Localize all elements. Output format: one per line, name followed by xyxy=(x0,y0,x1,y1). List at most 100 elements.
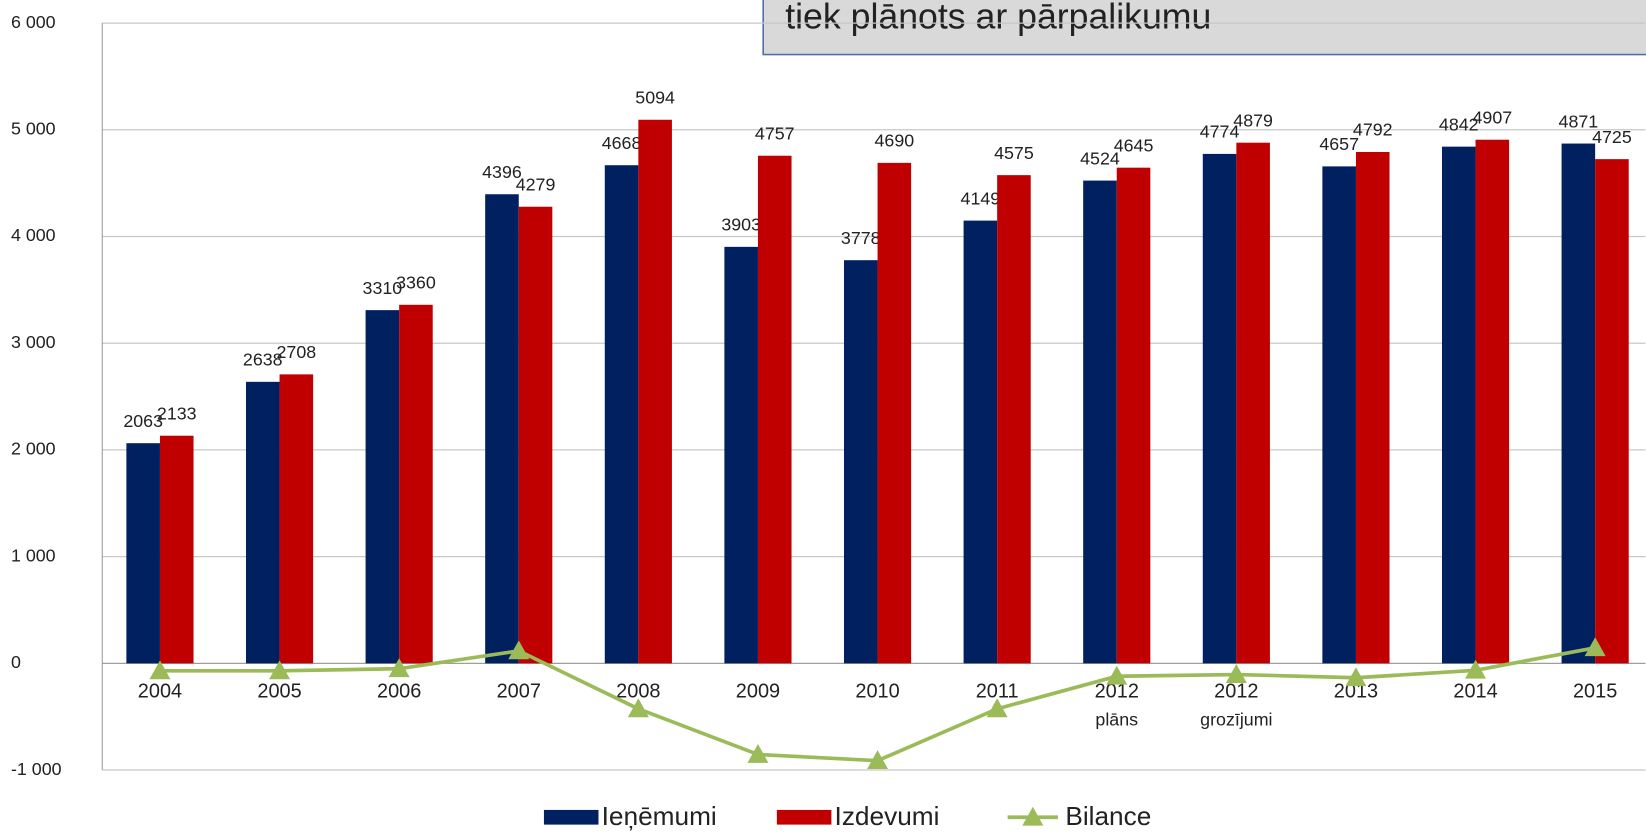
value-label: 4871 xyxy=(1559,111,1599,131)
y-tick-label: 6 000 xyxy=(11,12,56,32)
y-tick-label: 1 000 xyxy=(11,545,56,565)
bar xyxy=(1202,153,1237,664)
bar xyxy=(1355,151,1390,664)
x-tick-label: 2011 xyxy=(976,681,1019,703)
bar xyxy=(877,162,912,664)
y-tick-label: 5 000 xyxy=(11,118,56,138)
value-label: 5094 xyxy=(635,87,675,107)
line-marker xyxy=(508,640,530,660)
value-label: 4792 xyxy=(1353,120,1393,140)
value-label: 2708 xyxy=(277,342,317,362)
value-label: 3778 xyxy=(841,228,881,248)
x-tick-label: 2004 xyxy=(138,681,182,703)
value-label: 4279 xyxy=(516,174,556,194)
bar xyxy=(843,260,878,664)
bar xyxy=(159,435,194,664)
value-label: 3360 xyxy=(396,273,436,293)
bar xyxy=(1475,139,1510,664)
y-tick-label: 3 000 xyxy=(11,332,56,352)
x-tick-line: plāns xyxy=(1095,709,1138,729)
value-label: 4842 xyxy=(1439,114,1479,134)
value-label: 4575 xyxy=(994,143,1034,163)
bar xyxy=(1595,159,1629,664)
value-label: 4524 xyxy=(1080,148,1120,168)
bar xyxy=(997,175,1031,664)
y-tick-label: -1 000 xyxy=(11,759,62,779)
x-tick-label: 2005 xyxy=(257,681,301,703)
line-marker xyxy=(1465,659,1487,679)
legend-label: Bilance xyxy=(1065,801,1151,831)
annotation-box xyxy=(762,0,1646,56)
legend-swatch xyxy=(543,809,599,825)
value-label: 4396 xyxy=(482,162,522,182)
legend-marker xyxy=(1022,806,1044,826)
x-tick-label: 2006 xyxy=(377,681,421,703)
x-tick-label: 2014 xyxy=(1453,681,1497,703)
bar xyxy=(1083,180,1117,664)
bar xyxy=(724,246,758,664)
line-marker xyxy=(986,698,1008,718)
bar xyxy=(963,220,998,664)
bar xyxy=(1561,143,1596,664)
value-label: 4774 xyxy=(1200,122,1240,142)
value-label: 4668 xyxy=(602,133,642,153)
value-label: 3903 xyxy=(721,215,761,235)
value-label: 2133 xyxy=(157,403,197,423)
bar xyxy=(518,206,553,664)
bar xyxy=(1322,166,1356,664)
bar xyxy=(485,194,519,664)
line-marker xyxy=(627,698,649,718)
legend-label: Ieņēmumi xyxy=(602,801,717,831)
line-marker xyxy=(149,660,171,680)
y-tick-label: 0 xyxy=(11,652,21,672)
bar xyxy=(126,443,160,664)
value-label: 4757 xyxy=(755,123,795,143)
line-marker xyxy=(1225,664,1247,683)
annotation: tiek plānots ar pārpalikumu xyxy=(785,0,1211,36)
x-tick-line: 2012 xyxy=(1095,681,1139,703)
value-label: 2063 xyxy=(123,411,163,431)
bar xyxy=(757,155,792,664)
line-marker xyxy=(1106,665,1128,685)
bar xyxy=(399,304,433,664)
bar xyxy=(1116,167,1151,664)
line-marker xyxy=(1345,667,1367,687)
bar xyxy=(279,374,314,664)
value-label: 4149 xyxy=(961,188,1001,208)
value-label: 4645 xyxy=(1114,135,1154,155)
line-marker xyxy=(1584,637,1606,657)
legend-swatch xyxy=(776,809,832,825)
value-label: 2638 xyxy=(243,350,283,370)
x-tick-label: 2007 xyxy=(497,681,541,703)
value-label: 3310 xyxy=(363,278,403,298)
bar xyxy=(365,310,400,664)
x-tick-label: 2013 xyxy=(1334,681,1378,703)
line xyxy=(159,645,1596,763)
legend-label: Izdevumi xyxy=(835,801,940,831)
x-tick-label: 2015 xyxy=(1573,681,1617,703)
x-tick-line: 2012 xyxy=(1214,681,1258,703)
y-tick-label: 4 000 xyxy=(11,225,56,245)
value-label: 4690 xyxy=(875,131,915,151)
x-tick-label: 2010 xyxy=(855,681,899,703)
line-marker xyxy=(269,660,291,680)
bar xyxy=(604,165,639,664)
value-label: 4657 xyxy=(1319,134,1359,154)
line-marker xyxy=(388,658,410,678)
line-marker xyxy=(867,750,889,770)
x-tick-label: 2009 xyxy=(736,681,780,703)
x-tick-label: 2008 xyxy=(616,681,660,703)
y-tick-label: 2 000 xyxy=(11,439,56,459)
value-label: 4907 xyxy=(1473,107,1513,127)
x-tick-line: grozījumi xyxy=(1200,709,1272,729)
x-tick-label: 2012 grozījumi xyxy=(1200,681,1272,730)
x-tick-label: 2012 plāns xyxy=(1095,681,1139,730)
bar xyxy=(638,119,672,664)
bar xyxy=(245,381,280,664)
line-marker xyxy=(747,743,769,763)
bar xyxy=(1236,142,1270,664)
value-label: 4725 xyxy=(1592,127,1632,147)
bar xyxy=(1441,146,1476,664)
